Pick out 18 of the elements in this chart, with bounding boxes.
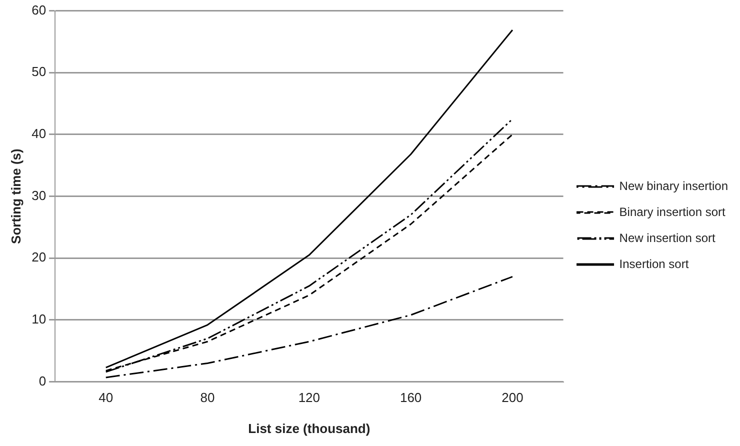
y-tick-label: 10: [32, 312, 46, 327]
x-tick-label: 120: [298, 390, 320, 406]
legend-label: Insertion sort: [619, 256, 690, 271]
x-tick-label: 160: [400, 390, 422, 406]
y-tick-label: 40: [32, 126, 46, 142]
legend-label: Binary insertion sort: [619, 204, 726, 219]
y-tick-label: 30: [32, 188, 46, 203]
x-tick-label: 40: [98, 390, 114, 406]
legend-label: New insertion sort: [619, 230, 716, 245]
x-tick-label: 200: [502, 390, 524, 406]
x-tick-label: 80: [200, 390, 215, 406]
y-axis-title: Sorting time (s): [8, 148, 24, 244]
y-tick-label: 0: [38, 373, 46, 388]
y-tick-label: 50: [32, 64, 46, 80]
legend-label: New binary insertion: [619, 178, 728, 193]
y-tick-label: 60: [32, 2, 46, 18]
y-tick-label: 20: [32, 250, 46, 265]
x-axis-title: List size (thousand): [248, 420, 370, 436]
